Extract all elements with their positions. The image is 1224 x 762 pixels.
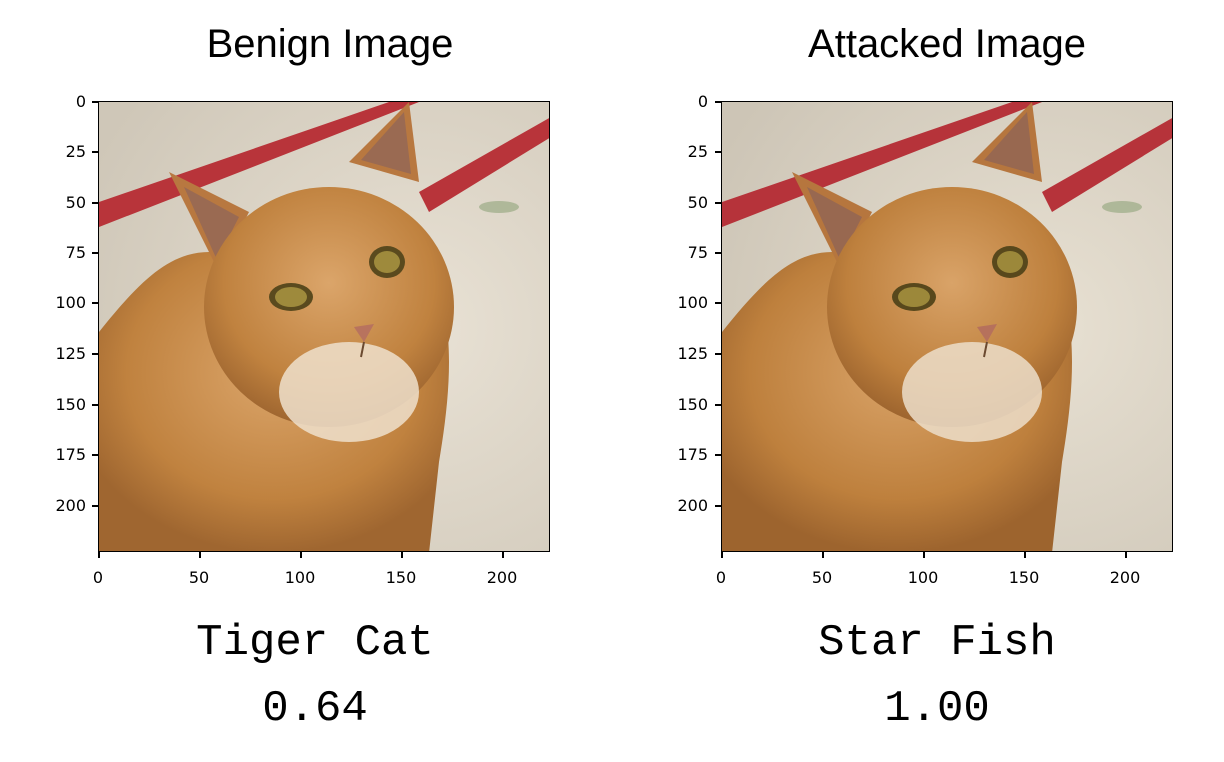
x-tick-label: 0 (92, 568, 104, 587)
y-tick-label: 125 (55, 344, 86, 363)
benign-prediction-label: Tiger Cat (196, 618, 434, 668)
benign-image-plot (98, 101, 550, 552)
cat-image (99, 102, 549, 551)
attacked-prediction-score: 1.00 (884, 684, 990, 734)
y-tick-label: 0 (75, 92, 86, 111)
x-tick-label: 200 (1109, 568, 1141, 587)
x-tick-label: 150 (1008, 568, 1040, 587)
y-tick-label: 150 (55, 395, 86, 414)
y-tick-label: 200 (55, 496, 86, 515)
x-tick-label: 100 (907, 568, 939, 587)
x-tick-label: 100 (284, 568, 316, 587)
y-tick-label: 175 (55, 445, 86, 464)
y-tick-label: 25 (65, 142, 86, 161)
y-tick-label: 75 (65, 243, 86, 262)
x-tick-label: 50 (188, 568, 210, 587)
y-tick-label: 50 (65, 193, 86, 212)
attacked-prediction-label: Star Fish (818, 618, 1056, 668)
y-tick-label: 25 (687, 142, 708, 161)
x-tick-label: 150 (385, 568, 417, 587)
y-tick-label: 75 (687, 243, 708, 262)
attacked-image-plot (721, 101, 1173, 552)
cat-image (722, 102, 1172, 551)
y-tick-label: 200 (677, 496, 708, 515)
y-tick-label: 125 (677, 344, 708, 363)
y-tick-label: 0 (697, 92, 708, 111)
y-tick-label: 175 (677, 445, 708, 464)
y-tick-label: 50 (687, 193, 708, 212)
y-tick-label: 150 (677, 395, 708, 414)
benign-prediction-score: 0.64 (262, 684, 368, 734)
x-tick-label: 50 (811, 568, 833, 587)
y-tick-label: 100 (677, 293, 708, 312)
x-tick-label: 200 (486, 568, 518, 587)
attacked-title: Attacked Image (808, 22, 1086, 66)
y-tick-label: 100 (55, 293, 86, 312)
x-tick-label: 0 (715, 568, 727, 587)
benign-title: Benign Image (206, 22, 454, 66)
